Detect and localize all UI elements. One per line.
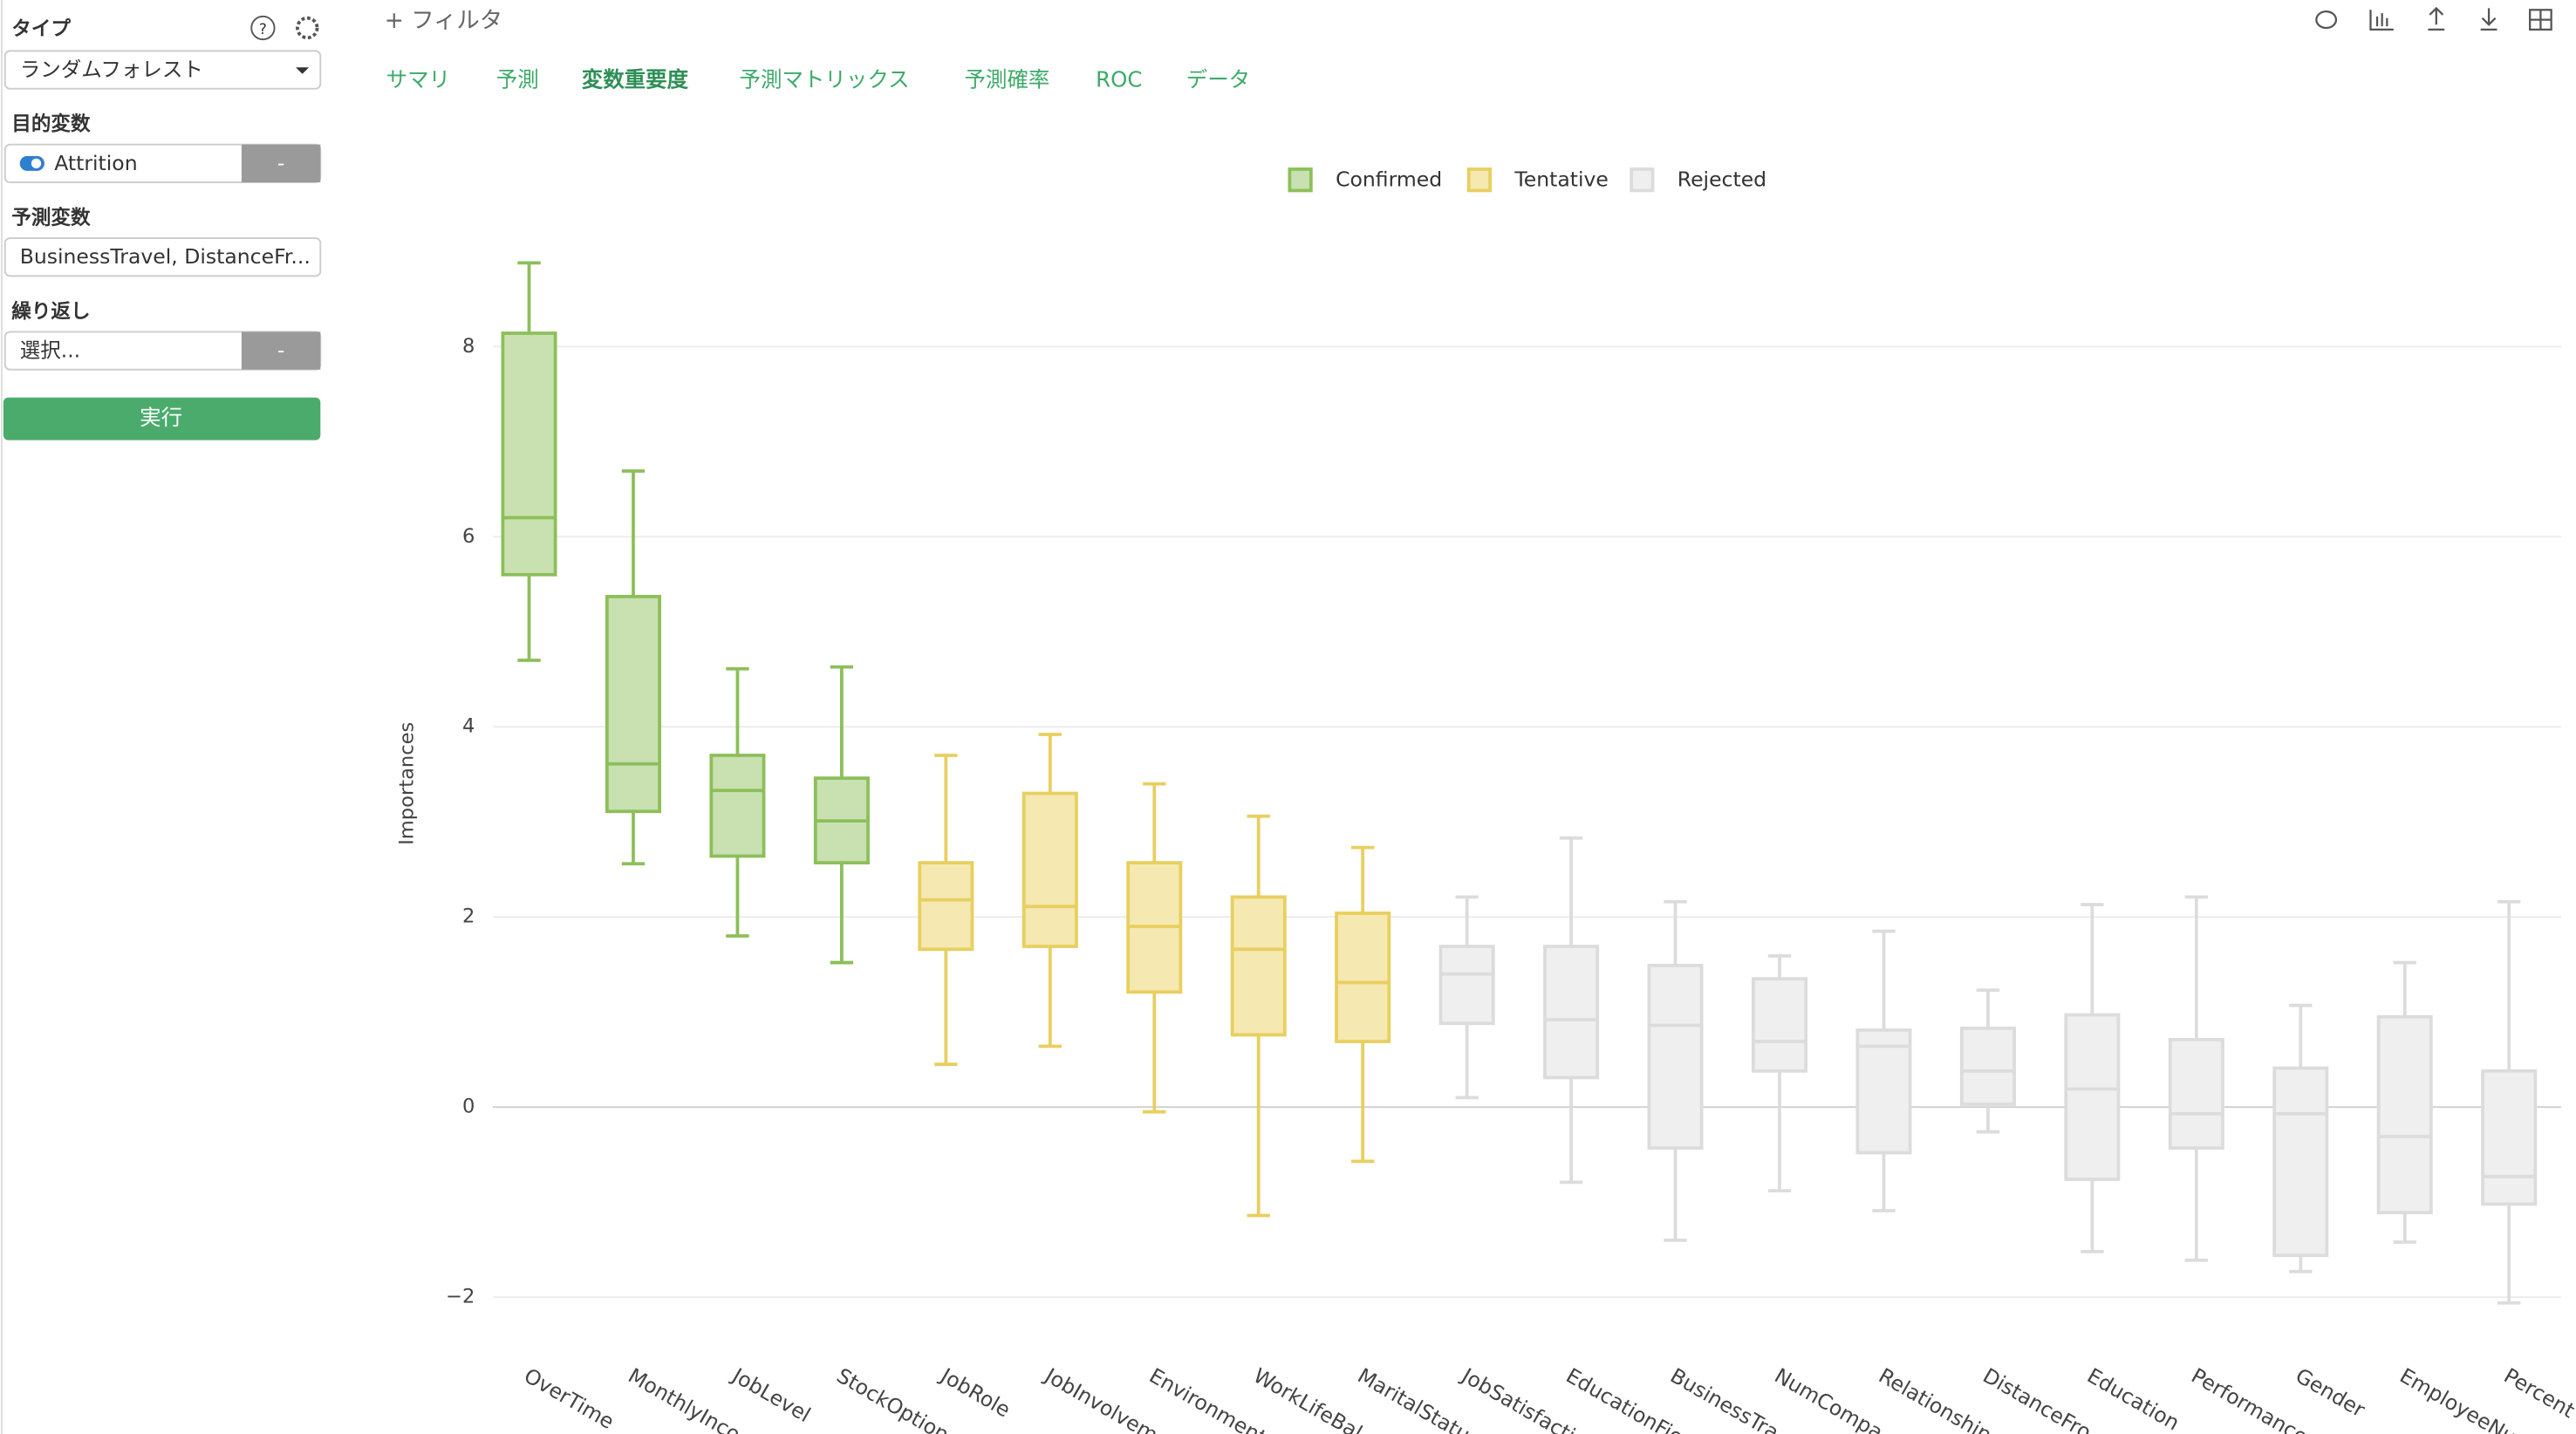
tab[interactable]: サマリ bbox=[386, 66, 450, 92]
repeat-label: 繰り返し bbox=[11, 299, 90, 323]
box bbox=[1230, 895, 1287, 1037]
repeat-button-text: - bbox=[277, 338, 285, 362]
x-tick-label: StockOption bbox=[832, 1363, 953, 1434]
predictor-value: BusinessTravel, DistanceFr... bbox=[20, 244, 311, 269]
y-tick-label: 6 bbox=[462, 525, 475, 548]
box bbox=[1855, 1028, 1912, 1155]
repeat-value: 選択... bbox=[20, 338, 80, 362]
download-icon[interactable] bbox=[2480, 8, 2497, 31]
grid-icon-lines bbox=[2530, 10, 2552, 30]
tab[interactable]: ROC bbox=[1096, 66, 1142, 92]
tab[interactable]: データ bbox=[1186, 66, 1250, 92]
box bbox=[2064, 1013, 2121, 1181]
type-value: ランダムフォレスト bbox=[20, 57, 203, 81]
x-tick-label: MonthlyInco bbox=[624, 1363, 744, 1434]
x-tick-label: MaritalStatu bbox=[1354, 1363, 1474, 1434]
legend-label: Rejected bbox=[1677, 167, 1766, 192]
x-tick-label: JobSatisfacti bbox=[1456, 1362, 1579, 1434]
comment-icon[interactable] bbox=[2315, 10, 2338, 30]
legend-swatch bbox=[1288, 167, 1313, 193]
x-tick-label: EmployeeNu bbox=[2395, 1363, 2520, 1434]
x-tick-label: Percent bbox=[2500, 1363, 2576, 1423]
tabs: サマリ 予測 変数重要度 予測マトリックス 予測確率 ROC データ bbox=[386, 66, 1251, 92]
legend-label: Confirmed bbox=[1336, 167, 1442, 192]
box bbox=[2168, 1037, 2224, 1150]
box bbox=[2481, 1069, 2538, 1206]
target-label: 目的変数 bbox=[11, 113, 91, 136]
legend-swatch bbox=[1466, 167, 1493, 193]
predictor-label: 予測変数 bbox=[11, 206, 91, 229]
help-glyph: ? bbox=[259, 20, 267, 38]
box bbox=[2272, 1066, 2329, 1258]
box bbox=[1022, 791, 1078, 948]
x-tick-label: Education bbox=[2083, 1363, 2183, 1434]
filter-button[interactable]: + フィルタ bbox=[385, 8, 502, 34]
target-button[interactable] bbox=[241, 144, 321, 183]
x-tick-label: JobInvolvem bbox=[1040, 1362, 1163, 1434]
help-icon[interactable] bbox=[250, 15, 276, 41]
toolbar-icons bbox=[2315, 6, 2552, 31]
y-tick-label: −2 bbox=[446, 1286, 475, 1308]
box bbox=[1438, 945, 1495, 1026]
box bbox=[1959, 1026, 2016, 1106]
x-tick-label: JobLevel bbox=[727, 1362, 815, 1427]
settings-icon[interactable] bbox=[296, 16, 319, 40]
tab[interactable]: 予測確率 bbox=[965, 66, 1050, 92]
x-tick-label: BusinessTra bbox=[1666, 1363, 1783, 1434]
box bbox=[1543, 945, 1600, 1080]
tab[interactable]: 予測 bbox=[496, 66, 539, 92]
x-tick-label: Environment bbox=[1145, 1363, 1271, 1434]
box bbox=[1751, 977, 1808, 1073]
box bbox=[709, 754, 766, 858]
x-tick-label: WorkLifeBal bbox=[1249, 1363, 1366, 1434]
y-tick-label: 2 bbox=[462, 905, 475, 928]
x-tick-label: JobRole bbox=[935, 1362, 1015, 1423]
y-tick-label: 8 bbox=[462, 335, 475, 358]
x-tick-label: NumCompa bbox=[1770, 1363, 1887, 1434]
x-tick-label: Relationship bbox=[1875, 1363, 1996, 1434]
tab[interactable]: 変数重要度 bbox=[582, 66, 689, 92]
box bbox=[1647, 963, 1704, 1150]
upload-icon[interactable] bbox=[2428, 6, 2445, 31]
y-axis-title: Importances bbox=[396, 722, 419, 845]
run-button[interactable] bbox=[3, 397, 321, 440]
box bbox=[2376, 1014, 2433, 1215]
box bbox=[501, 331, 557, 577]
box bbox=[918, 861, 974, 952]
legend-swatch bbox=[1630, 167, 1655, 193]
x-tick-label: Performance bbox=[2187, 1363, 2312, 1434]
x-tick-label: DistanceFro bbox=[1978, 1363, 2095, 1434]
box bbox=[1335, 911, 1391, 1043]
repeat-button[interactable] bbox=[241, 331, 321, 370]
target-button-text: - bbox=[277, 151, 285, 175]
run-button-text: 実行 bbox=[140, 405, 182, 430]
tab[interactable]: 予測マトリックス bbox=[740, 66, 910, 92]
legend-label: Tentative bbox=[1513, 167, 1609, 192]
box bbox=[605, 595, 661, 814]
chart-icon[interactable] bbox=[2369, 10, 2394, 31]
x-tick-label: OverTime bbox=[520, 1363, 618, 1434]
x-tick-label: Gender bbox=[2292, 1363, 2369, 1423]
toggle-knob bbox=[31, 158, 42, 169]
x-tick-label: EducationFie bbox=[1562, 1363, 1688, 1434]
target-value: Attrition bbox=[54, 151, 137, 175]
y-tick-label: 0 bbox=[462, 1096, 475, 1118]
type-label: タイプ bbox=[11, 17, 71, 40]
dropdown-caret bbox=[296, 67, 310, 74]
predictor-input[interactable] bbox=[3, 237, 322, 277]
y-tick-label: 4 bbox=[462, 715, 475, 738]
type-select[interactable] bbox=[3, 50, 322, 90]
